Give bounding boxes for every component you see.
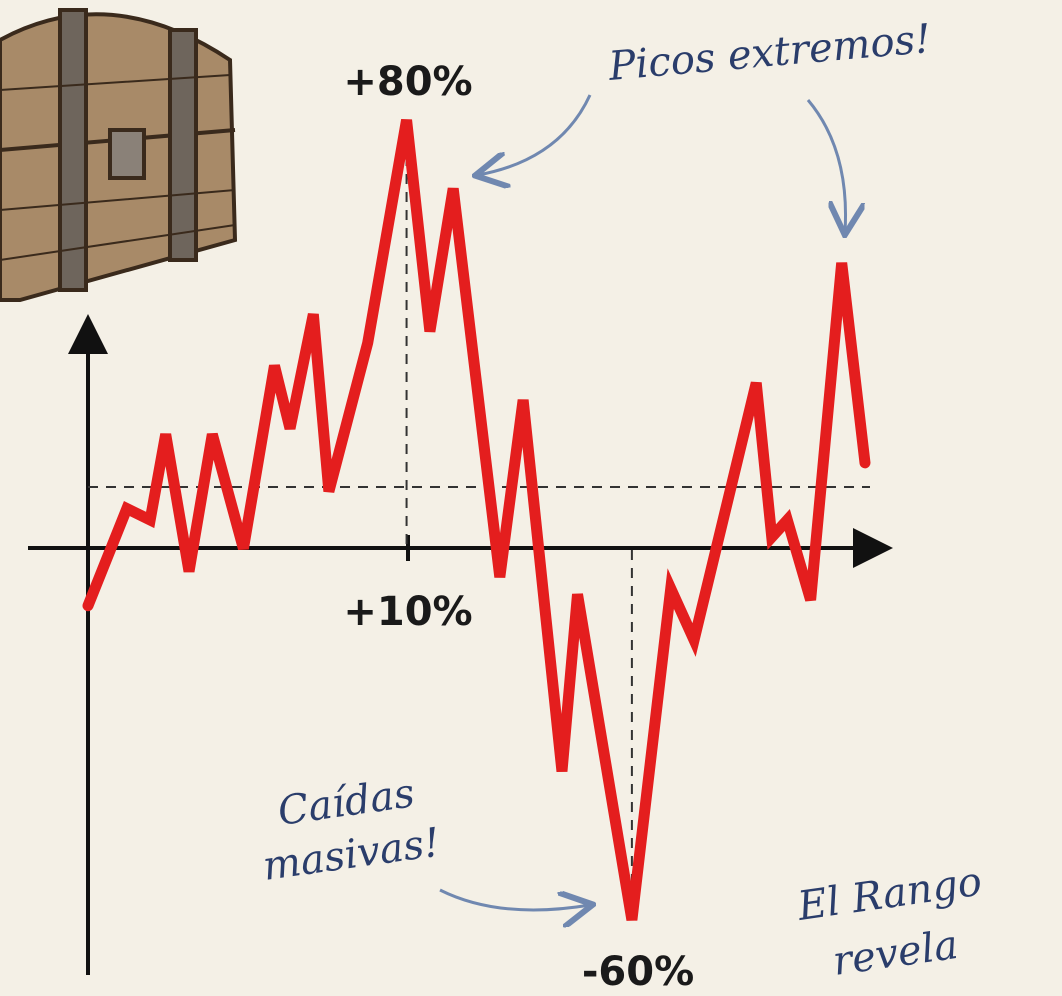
annotation-arrow: [806, 99, 846, 232]
data-line: [82, 119, 871, 921]
chest-illustration: [0, 8, 238, 302]
annotation-arrow: [478, 94, 592, 175]
plot-area: [82, 119, 871, 921]
axis-label: +10%: [343, 589, 472, 635]
trough-label: -60%: [582, 949, 694, 995]
peak-label: +80%: [343, 59, 472, 105]
annotation-arrow: [439, 888, 590, 910]
